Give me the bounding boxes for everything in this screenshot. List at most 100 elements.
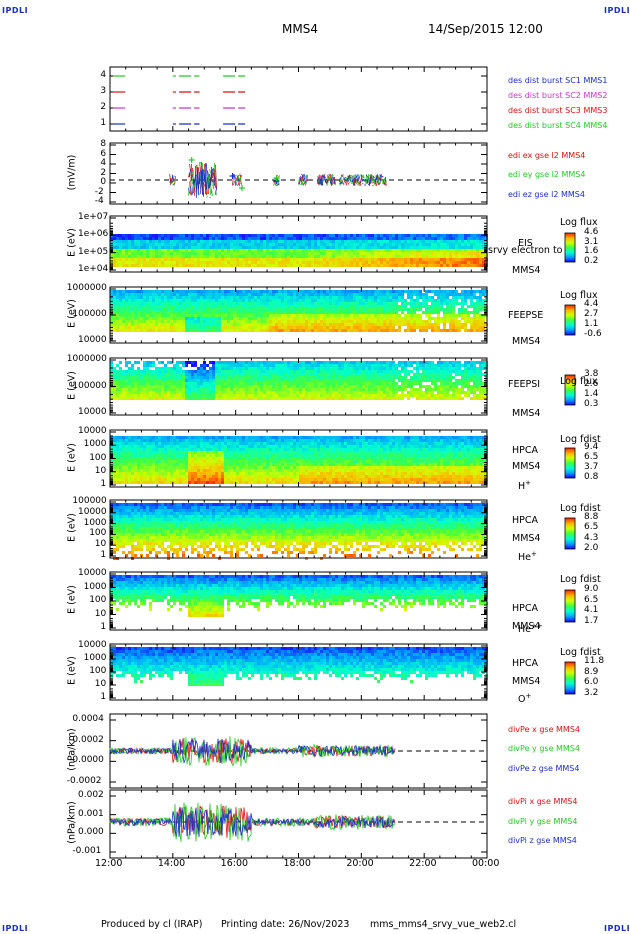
spectro-cell bbox=[428, 255, 431, 258]
spectro-cell bbox=[116, 317, 119, 320]
spectro-cell bbox=[359, 370, 362, 373]
spectro-cell bbox=[209, 373, 212, 376]
spectro-cell bbox=[323, 290, 326, 293]
spectro-cell bbox=[149, 308, 152, 311]
spectro-cell bbox=[464, 255, 467, 258]
spectro-cell bbox=[257, 326, 260, 329]
spectro-cell bbox=[122, 249, 125, 252]
spectro-cell bbox=[221, 320, 224, 323]
spectro-cell bbox=[194, 246, 197, 249]
spectro-cell bbox=[329, 290, 332, 293]
spectro-cell bbox=[377, 290, 380, 293]
spectro-cell bbox=[329, 329, 332, 332]
spectro-cell bbox=[368, 379, 371, 382]
spectro-cell bbox=[347, 249, 350, 252]
edi-trace bbox=[172, 175, 175, 181]
spectro-cell bbox=[218, 385, 221, 388]
spectro-cell bbox=[338, 264, 341, 267]
spectro-cell bbox=[347, 323, 350, 326]
spectro-cell bbox=[254, 385, 257, 388]
spectro-cell bbox=[230, 370, 233, 373]
spectro-cell bbox=[143, 385, 146, 388]
spectro-cell bbox=[434, 299, 437, 302]
spectro-cell bbox=[326, 382, 329, 385]
spectro-cell bbox=[170, 394, 173, 397]
spectro-cell bbox=[290, 314, 293, 317]
spectro-cell bbox=[410, 302, 413, 305]
spectro-cell bbox=[263, 320, 266, 323]
spectro-cell bbox=[275, 234, 278, 237]
spectro-cell bbox=[275, 296, 278, 299]
spectro-cell bbox=[218, 249, 221, 252]
spectro-cell bbox=[371, 249, 374, 252]
spectro-cell bbox=[341, 323, 344, 326]
spectro-cell bbox=[305, 264, 308, 267]
spectro-cell bbox=[317, 391, 320, 394]
spectro-cell bbox=[173, 249, 176, 252]
spectro-cell bbox=[434, 290, 437, 293]
spectro-cell bbox=[431, 243, 434, 246]
spectro-cell bbox=[425, 302, 428, 305]
spectro-cell bbox=[389, 255, 392, 258]
spectro-cell bbox=[122, 299, 125, 302]
spectro-cell bbox=[302, 240, 305, 243]
spectro-cell bbox=[260, 391, 263, 394]
spectro-cell bbox=[329, 314, 332, 317]
spectro-cell bbox=[428, 240, 431, 243]
spectro-cell bbox=[377, 299, 380, 302]
spectro-cell bbox=[173, 258, 176, 261]
spectro-cell bbox=[353, 382, 356, 385]
spectro-cell bbox=[200, 382, 203, 385]
spectro-cell bbox=[176, 314, 179, 317]
spectro-cell bbox=[170, 246, 173, 249]
spectro-cell bbox=[443, 317, 446, 320]
spectro-cell bbox=[173, 314, 176, 317]
spectro-cell bbox=[299, 323, 302, 326]
spectro-cell bbox=[407, 252, 410, 255]
spectro-cell bbox=[188, 308, 191, 311]
spectro-cell bbox=[161, 370, 164, 373]
spectro-cell bbox=[161, 299, 164, 302]
spectro-cell bbox=[152, 243, 155, 246]
spectro-cell bbox=[359, 299, 362, 302]
spectro-cell bbox=[431, 317, 434, 320]
spectro-cell bbox=[362, 290, 365, 293]
spectro-cell bbox=[383, 237, 386, 240]
spectro-cell bbox=[272, 237, 275, 240]
spectro-cell bbox=[290, 364, 293, 367]
spectro-cell bbox=[260, 317, 263, 320]
spectro-cell bbox=[119, 261, 122, 264]
spectro-cell bbox=[326, 320, 329, 323]
spectro-cell bbox=[359, 246, 362, 249]
spectro-cell bbox=[131, 388, 134, 391]
spectro-cell bbox=[428, 252, 431, 255]
spectro-cell bbox=[227, 290, 230, 293]
spectro-cell bbox=[119, 361, 122, 364]
spectro-cell bbox=[140, 243, 143, 246]
spectro-cell bbox=[152, 249, 155, 252]
spectro-cell bbox=[344, 249, 347, 252]
spectro-cell bbox=[341, 255, 344, 258]
spectro-cell bbox=[293, 370, 296, 373]
spectro-cell bbox=[170, 314, 173, 317]
footer-produced: Produced by cl (IRAP) bbox=[101, 919, 203, 930]
spectro-cell bbox=[302, 314, 305, 317]
spectro-cell bbox=[161, 308, 164, 311]
spectro-cell bbox=[167, 234, 170, 237]
spectro-cell bbox=[158, 373, 161, 376]
spectro-cell bbox=[281, 385, 284, 388]
spectro-cell bbox=[170, 234, 173, 237]
spectro-cell bbox=[335, 317, 338, 320]
spectro-cell bbox=[176, 397, 179, 400]
spectro-cell bbox=[233, 382, 236, 385]
spectro-cell bbox=[323, 367, 326, 370]
spectro-cell bbox=[173, 261, 176, 264]
spectro-cell bbox=[245, 391, 248, 394]
spectro-cell bbox=[335, 302, 338, 305]
spectro-cell bbox=[380, 249, 383, 252]
spectro-cell bbox=[236, 391, 239, 394]
edi-trace bbox=[192, 170, 194, 185]
spectro-cell bbox=[473, 317, 476, 320]
spectro-cell bbox=[167, 329, 170, 332]
spectro-cell bbox=[284, 320, 287, 323]
